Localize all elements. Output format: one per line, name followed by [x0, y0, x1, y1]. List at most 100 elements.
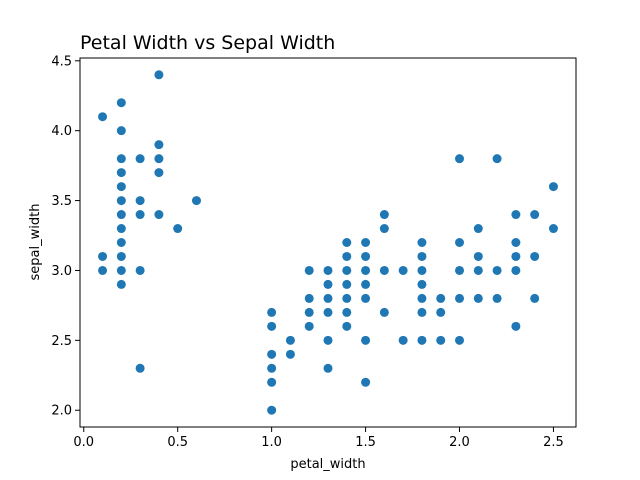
data-point [361, 293, 371, 303]
chart-title: Petal Width vs Sepal Width [80, 32, 335, 54]
data-point [455, 154, 465, 164]
data-point [455, 335, 465, 345]
x-tick-label: 2.5 [543, 435, 564, 450]
data-point [304, 293, 314, 303]
y-tick-label: 2.0 [51, 404, 72, 419]
data-point [323, 307, 333, 317]
y-tick-label: 3.0 [51, 264, 72, 279]
data-point [304, 307, 314, 317]
data-point [267, 307, 277, 317]
data-point [116, 168, 126, 178]
data-point [323, 265, 333, 275]
data-point [173, 224, 183, 234]
data-point [473, 293, 483, 303]
data-point [417, 293, 427, 303]
data-point [116, 126, 126, 136]
data-point [342, 238, 352, 247]
x-axis-label: petal_width [290, 457, 365, 472]
data-point [154, 140, 164, 150]
data-point [492, 293, 502, 303]
data-point [323, 363, 333, 373]
data-point [379, 307, 389, 317]
data-point [116, 98, 126, 108]
data-point [116, 182, 126, 192]
x-tick-label: 2.0 [449, 435, 470, 450]
data-point [135, 154, 145, 164]
data-point [530, 293, 540, 303]
data-point [417, 307, 427, 317]
data-point [98, 112, 108, 122]
data-point [436, 293, 446, 303]
data-point [342, 279, 352, 289]
data-point [455, 293, 465, 303]
data-point [154, 168, 164, 178]
data-point [473, 265, 483, 275]
data-point [473, 251, 483, 261]
data-point [379, 265, 389, 275]
data-point [342, 265, 352, 275]
data-point [154, 70, 164, 80]
data-point [135, 265, 145, 275]
y-tick-label: 4.5 [51, 54, 72, 69]
data-point [548, 182, 558, 192]
data-point [548, 224, 558, 234]
points-layer [98, 70, 558, 415]
data-point [473, 224, 483, 234]
y-tick-label: 3.5 [51, 194, 72, 209]
data-point [116, 238, 126, 247]
data-point [436, 335, 446, 345]
data-point [361, 377, 371, 387]
data-point [135, 363, 145, 373]
data-point [342, 307, 352, 317]
data-point [436, 307, 446, 317]
data-point [417, 238, 427, 247]
data-point [116, 196, 126, 206]
data-point [417, 265, 427, 275]
data-point [455, 238, 465, 247]
data-point [323, 293, 333, 303]
data-point [492, 154, 502, 164]
y-tick-label: 4.0 [51, 124, 72, 139]
data-point [116, 224, 126, 234]
data-point [361, 335, 371, 345]
x-tick-label: 0.5 [167, 435, 188, 450]
y-axis-label: sepal_width [28, 204, 43, 281]
data-point [285, 349, 295, 359]
data-point [323, 335, 333, 345]
data-point [342, 251, 352, 261]
data-point [342, 293, 352, 303]
data-point [267, 363, 277, 373]
data-point [455, 265, 465, 275]
data-point [361, 279, 371, 289]
data-point [511, 210, 521, 220]
data-point [98, 251, 108, 261]
data-point [154, 210, 164, 220]
data-point [98, 265, 108, 275]
data-point [135, 196, 145, 206]
data-point [323, 279, 333, 289]
data-point [417, 335, 427, 345]
data-point [267, 349, 277, 359]
data-point [511, 321, 521, 331]
data-point [361, 265, 371, 275]
data-point [530, 251, 540, 261]
data-point [342, 321, 352, 331]
x-tick-label: 0.0 [73, 435, 94, 450]
plot-area-frame [79, 57, 577, 428]
data-point [398, 265, 408, 275]
data-point [398, 335, 408, 345]
x-tick-label: 1.5 [355, 435, 376, 450]
data-point [116, 210, 126, 220]
data-point [191, 196, 201, 206]
data-point [417, 251, 427, 261]
data-point [135, 210, 145, 220]
data-point [116, 279, 126, 289]
data-point [530, 210, 540, 220]
data-point [511, 251, 521, 261]
data-point [492, 265, 502, 275]
data-point [361, 251, 371, 261]
data-point [379, 224, 389, 234]
x-axis-ticks: 0.0 0.5 1.0 1.5 2.0 2.5 [73, 427, 564, 450]
data-point [379, 210, 389, 220]
